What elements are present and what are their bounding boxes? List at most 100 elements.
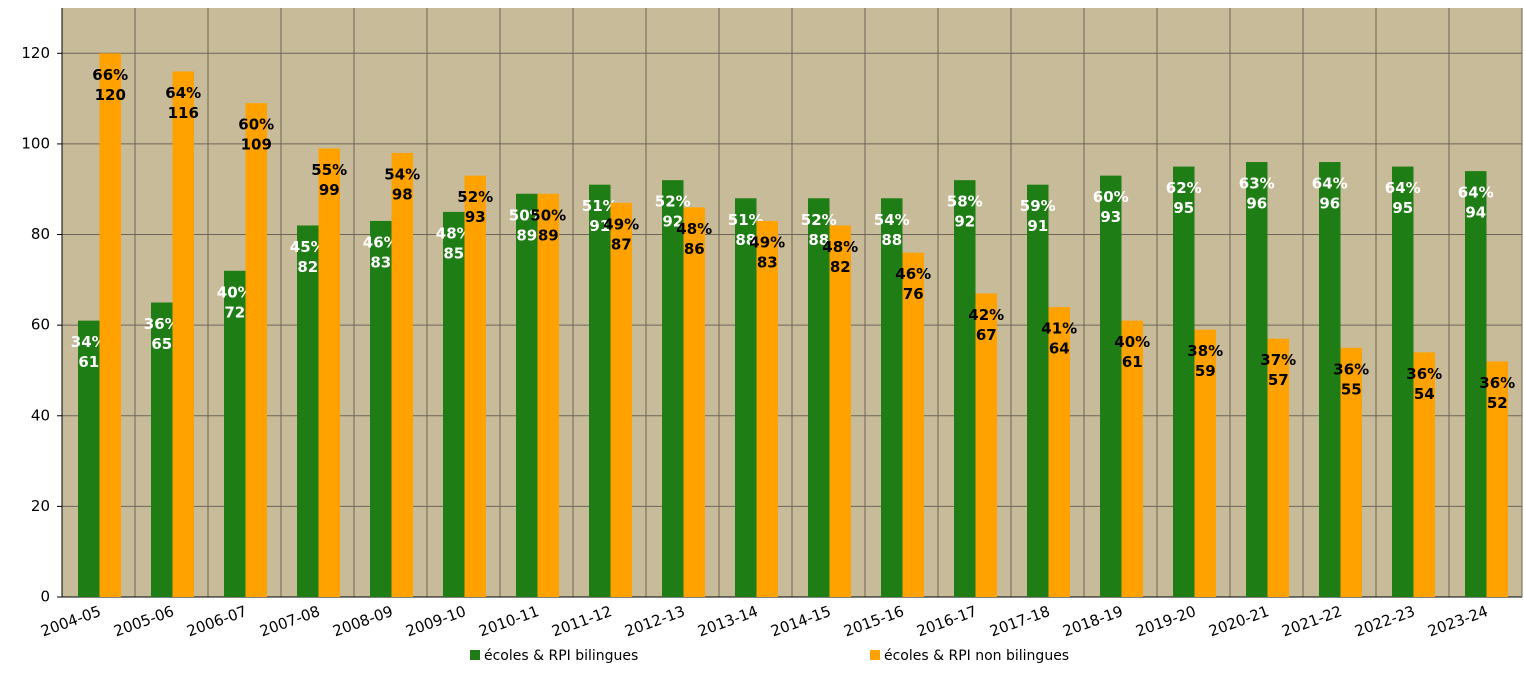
bar: [1486, 361, 1508, 597]
legend-swatch: [470, 650, 480, 660]
y-tick-label: 20: [31, 497, 50, 515]
percent-label: 48%: [676, 220, 712, 238]
percent-label: 48%: [436, 224, 472, 242]
bar: [1246, 162, 1268, 598]
bar: [172, 71, 194, 597]
x-tick-label: 2018-19: [1060, 602, 1125, 640]
percent-label: 60%: [1093, 188, 1129, 206]
legend-label: écoles & RPI bilingues: [484, 648, 638, 664]
bar: [391, 152, 413, 597]
value-label: 120: [95, 86, 126, 104]
bar: [245, 103, 267, 598]
y-tick-label: 120: [21, 44, 50, 62]
percent-label: 60%: [238, 116, 274, 134]
bar: [1267, 338, 1289, 597]
bar: [662, 180, 684, 597]
bar: [954, 180, 976, 597]
bar: [808, 198, 830, 598]
bar: [975, 293, 997, 597]
x-tick-label: 2019-20: [1133, 602, 1198, 640]
x-tick-label: 2009-10: [403, 602, 468, 640]
x-tick-label: 2010-11: [476, 602, 541, 640]
percent-label: 36%: [1406, 365, 1442, 383]
percent-label: 54%: [874, 211, 910, 229]
percent-label: 52%: [801, 211, 837, 229]
bar: [1100, 175, 1122, 597]
percent-label: 50%: [530, 206, 566, 224]
x-tick-label: 2007-08: [257, 602, 322, 640]
legend-swatch: [870, 650, 880, 660]
value-label: 87: [611, 235, 632, 253]
bar: [1340, 347, 1362, 597]
value-label: 76: [903, 285, 924, 303]
value-label: 94: [1465, 204, 1486, 222]
value-label: 89: [538, 226, 559, 244]
y-tick-label: 100: [21, 134, 50, 152]
value-label: 83: [757, 253, 778, 271]
value-label: 92: [954, 213, 975, 231]
x-tick-label: 2015-16: [841, 602, 906, 640]
percent-label: 42%: [968, 306, 1004, 324]
bar: [735, 198, 757, 598]
percent-label: 46%: [363, 233, 399, 251]
bar: [756, 220, 778, 597]
percent-label: 45%: [290, 238, 326, 256]
value-label: 95: [1392, 199, 1413, 217]
value-label: 82: [297, 258, 318, 276]
value-label: 89: [516, 226, 537, 244]
percent-label: 48%: [822, 238, 858, 256]
percent-label: 52%: [457, 188, 493, 206]
value-label: 88: [881, 231, 902, 249]
percent-label: 36%: [1479, 374, 1515, 392]
value-label: 91: [1027, 217, 1048, 235]
percent-label: 49%: [603, 215, 639, 233]
x-tick-label: 2004-05: [38, 602, 103, 640]
value-label: 82: [830, 258, 851, 276]
y-tick-label: 60: [31, 316, 50, 334]
bar: [1027, 184, 1049, 597]
value-label: 86: [684, 240, 705, 258]
bar: [464, 175, 486, 597]
value-label: 93: [465, 208, 486, 226]
bar: [902, 252, 924, 597]
bar: [78, 320, 100, 597]
x-tick-label: 2017-18: [987, 602, 1052, 640]
value-label: 98: [392, 185, 413, 203]
y-tick-label: 80: [31, 225, 50, 243]
value-label: 99: [319, 181, 340, 199]
bar: [297, 225, 319, 597]
value-label: 59: [1195, 362, 1216, 380]
value-label: 61: [1122, 353, 1143, 371]
x-tick-label: 2023-24: [1425, 602, 1490, 640]
bar: [589, 184, 611, 597]
x-tick-label: 2014-15: [768, 602, 833, 640]
bar: [1048, 307, 1070, 597]
percent-label: 55%: [311, 161, 347, 179]
percent-label: 41%: [1041, 320, 1077, 338]
percent-label: 46%: [895, 265, 931, 283]
bar: [443, 211, 465, 597]
value-label: 64: [1049, 340, 1070, 358]
x-tick-label: 2008-09: [330, 602, 395, 640]
value-label: 88: [808, 231, 829, 249]
bar: [683, 207, 705, 597]
bar: [829, 225, 851, 597]
value-label: 92: [662, 213, 683, 231]
legend-label: écoles & RPI non bilingues: [884, 648, 1069, 664]
percent-label: 64%: [1385, 179, 1421, 197]
value-label: 91: [589, 217, 610, 235]
x-tick-label: 2016-17: [914, 602, 979, 640]
bar: [881, 198, 903, 598]
value-label: 83: [370, 253, 391, 271]
value-label: 54: [1414, 385, 1435, 403]
x-tick-label: 2006-07: [184, 602, 249, 640]
percent-label: 63%: [1239, 175, 1275, 193]
bar: [610, 202, 632, 598]
bar: [1173, 166, 1195, 598]
value-label: 67: [976, 326, 997, 344]
y-tick-label: 0: [40, 588, 50, 606]
value-label: 96: [1319, 195, 1340, 213]
bar: [370, 220, 392, 597]
percent-label: 58%: [947, 193, 983, 211]
